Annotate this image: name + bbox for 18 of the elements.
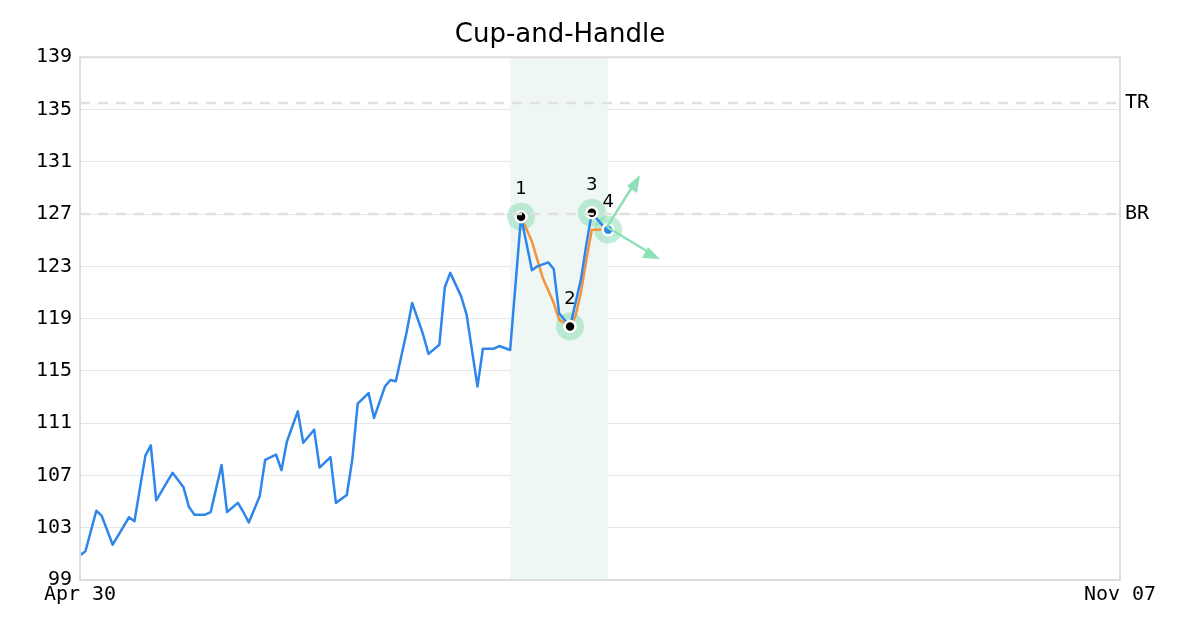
annotation: 4 — [602, 190, 614, 212]
y-tick-label: 119 — [35, 304, 72, 329]
y-tick-label: 131 — [35, 147, 72, 172]
annotation: 2 — [564, 287, 576, 309]
ref-line-label: BR — [1125, 200, 1151, 225]
y-tick-label: 111 — [35, 409, 72, 434]
y-tick-label: 115 — [35, 357, 72, 382]
y-tick-label: 139 — [35, 43, 72, 68]
chart-title: Cup-and-Handle — [454, 18, 666, 49]
y-tick-label: 127 — [35, 200, 72, 225]
annotation: 3 — [586, 173, 598, 195]
ref-line-label: TR — [1125, 89, 1151, 114]
annotation: 1 — [515, 177, 527, 199]
y-tick-label: 107 — [35, 461, 72, 486]
x-tick-label: Nov 07 — [1083, 581, 1157, 606]
y-tick-label: 135 — [35, 95, 72, 120]
y-tick-label: 123 — [35, 252, 72, 277]
y-tick-label: 103 — [35, 513, 72, 538]
